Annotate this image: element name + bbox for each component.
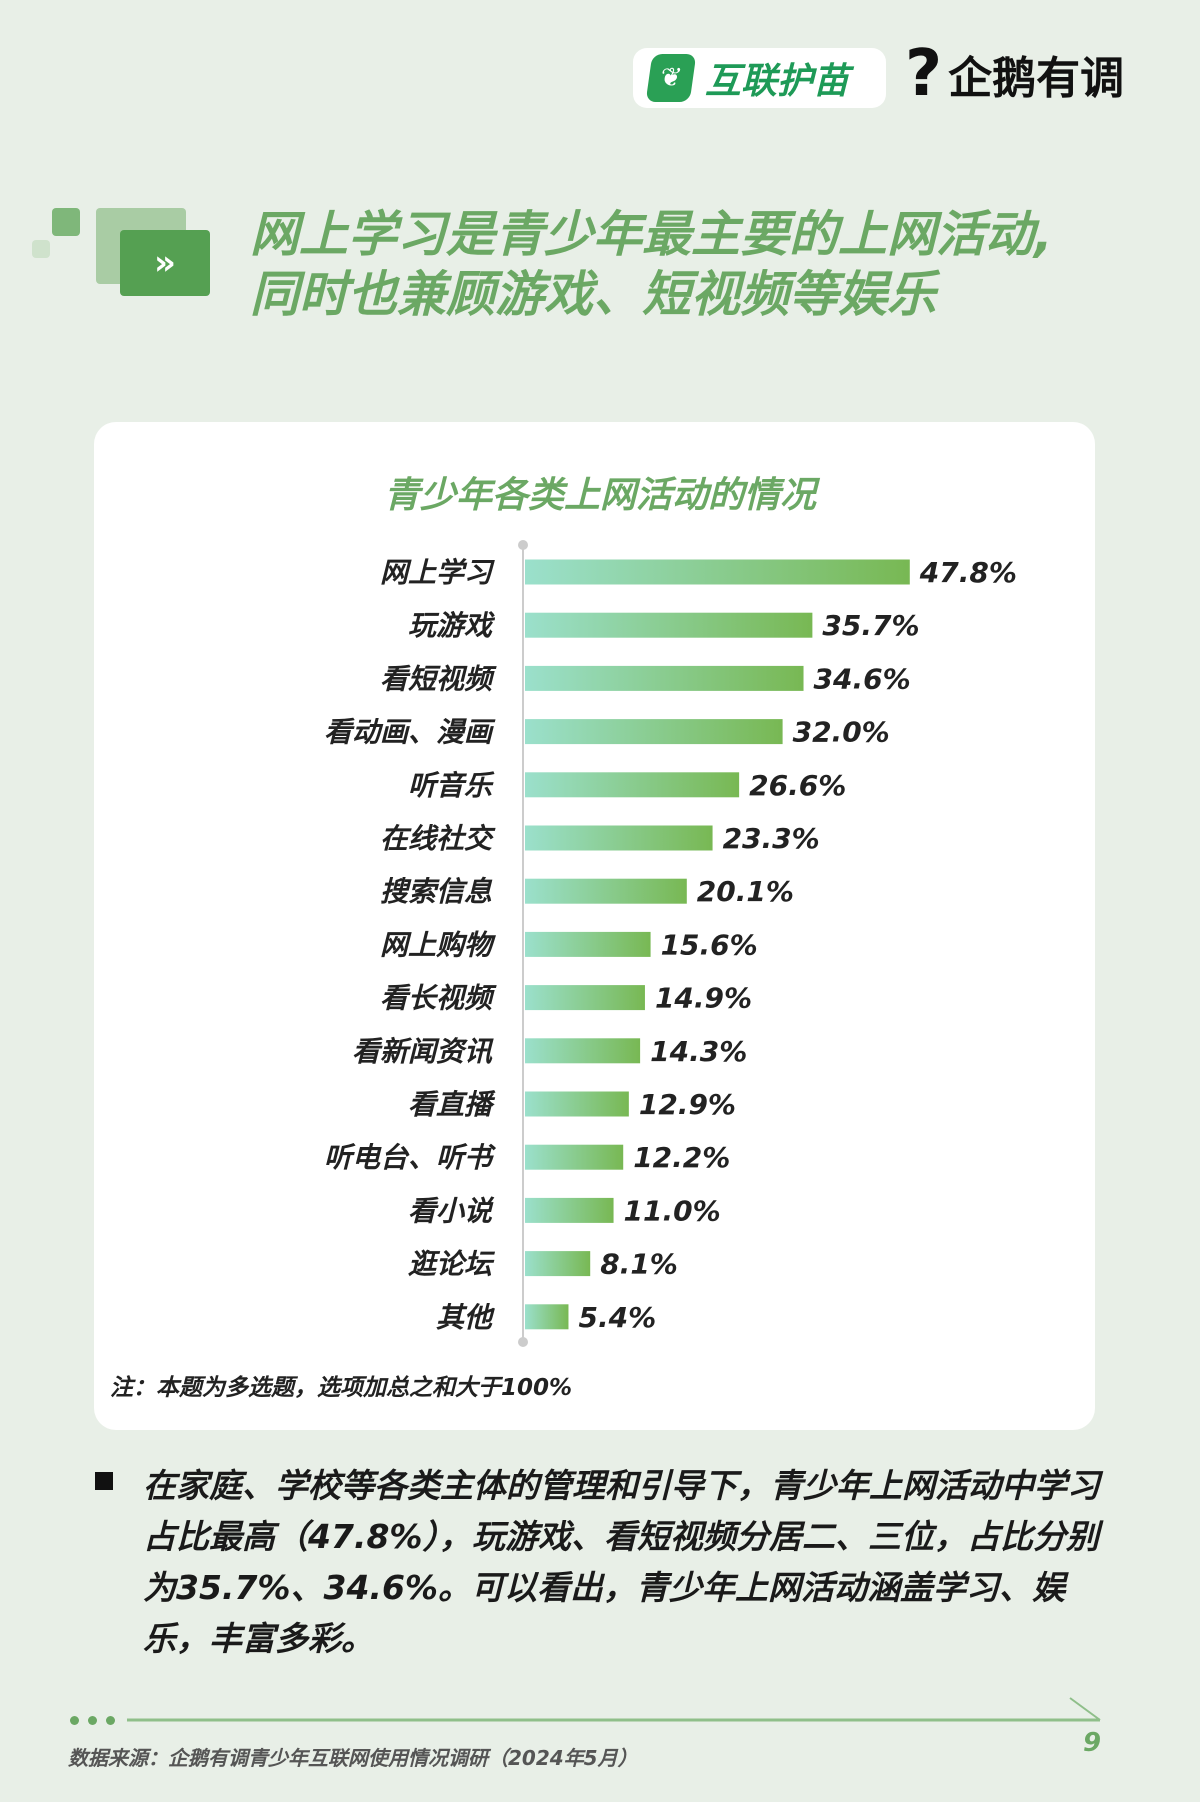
category-label: 看直播 xyxy=(408,1088,496,1121)
category-label: 看新闻资讯 xyxy=(352,1035,494,1068)
hulian-humiao-logo: ❦ 互联护苗 xyxy=(633,48,886,108)
data-label: 20.1% xyxy=(697,875,794,908)
bar xyxy=(525,985,645,1011)
category-label: 在线社交 xyxy=(380,822,496,855)
bar-chart: 网上学习 47.8% 玩游戏 35.7% 看短视频 34.6% 看动画、漫画 32.0% 听音乐… xyxy=(324,540,1017,1347)
category-label: 网上学习 xyxy=(380,556,495,589)
category-label: 看短视频 xyxy=(380,662,497,695)
data-label: 26.6% xyxy=(749,769,846,802)
page-title: 网上学习是青少年最主要的上网活动, 同时也兼顾游戏、短视频等娱乐 xyxy=(250,205,1053,325)
logo-text: 企鹅有调 xyxy=(948,53,1125,104)
page-number: 9 xyxy=(1083,1728,1102,1758)
category-label: 听音乐 xyxy=(408,769,495,802)
title-line: 网上学习是青少年最主要的上网活动, xyxy=(250,206,1053,263)
data-label: 35.7% xyxy=(822,609,919,642)
chart-note: 注：本题为多选题，选项加总之和大于100% xyxy=(110,1375,573,1401)
data-source: 数据来源：企鹅有调青少年互联网使用情况调研（2024年5月） xyxy=(68,1746,638,1770)
axis-cap xyxy=(518,540,528,550)
category-label: 搜索信息 xyxy=(380,875,493,908)
penguin-icon: ? xyxy=(905,37,943,111)
bar xyxy=(525,1197,614,1223)
bar xyxy=(525,665,804,691)
data-label: 15.6% xyxy=(661,928,758,961)
bar xyxy=(525,1091,629,1117)
bar xyxy=(525,825,713,851)
footer-dot xyxy=(106,1716,115,1725)
summary-paragraph: 在家庭、学校等各类主体的管理和引导下，青少年上网活动中学习占比最高（47.8%）… xyxy=(143,1466,1100,1658)
chart-title: 青少年各类上网活动的情况 xyxy=(383,475,816,516)
category-label: 看动画、漫画 xyxy=(324,716,496,749)
double-chevron-right-icon: » xyxy=(120,230,210,296)
category-label: 看长视频 xyxy=(380,982,497,1015)
category-label: 网上购物 xyxy=(380,928,496,961)
data-label: 23.3% xyxy=(723,822,820,855)
footer-dot xyxy=(70,1716,79,1725)
footer-arrow-line xyxy=(127,1697,1101,1722)
data-label: 12.2% xyxy=(633,1141,730,1174)
data-label: 14.3% xyxy=(650,1035,747,1068)
qiee-youdiao-logo: ? 企鹅有调 xyxy=(905,42,1124,106)
data-label: 5.4% xyxy=(578,1301,656,1334)
data-label: 32.0% xyxy=(793,716,890,749)
bar xyxy=(525,1144,624,1170)
bar xyxy=(525,878,687,904)
data-label: 34.6% xyxy=(814,662,911,695)
data-label: 11.0% xyxy=(624,1194,721,1227)
bar xyxy=(525,1304,569,1330)
title-line: 同时也兼顾游戏、短视频等娱乐 xyxy=(250,266,937,323)
bar xyxy=(525,1038,641,1064)
bar xyxy=(525,772,740,798)
chart-card xyxy=(94,422,1095,1430)
decor-square xyxy=(32,240,50,258)
axis-cap xyxy=(518,1337,528,1347)
logo-text: 互联护苗 xyxy=(705,61,850,102)
footer-dot xyxy=(88,1716,97,1725)
data-label: 8.1% xyxy=(600,1248,678,1281)
category-label: 看小说 xyxy=(408,1194,495,1227)
data-label: 14.9% xyxy=(655,982,752,1015)
bar xyxy=(525,1251,591,1277)
data-label: 12.9% xyxy=(639,1088,736,1121)
category-label: 听电台、听书 xyxy=(324,1141,497,1174)
bar xyxy=(525,931,651,957)
bar xyxy=(525,719,783,745)
bar xyxy=(525,612,813,638)
bar xyxy=(525,559,910,585)
category-label: 其他 xyxy=(436,1301,496,1334)
bullet-icon xyxy=(95,1472,113,1490)
category-label: 逛论坛 xyxy=(408,1248,496,1281)
data-label: 47.8% xyxy=(919,556,1017,589)
category-label: 玩游戏 xyxy=(408,609,496,642)
decor-square xyxy=(52,208,80,236)
